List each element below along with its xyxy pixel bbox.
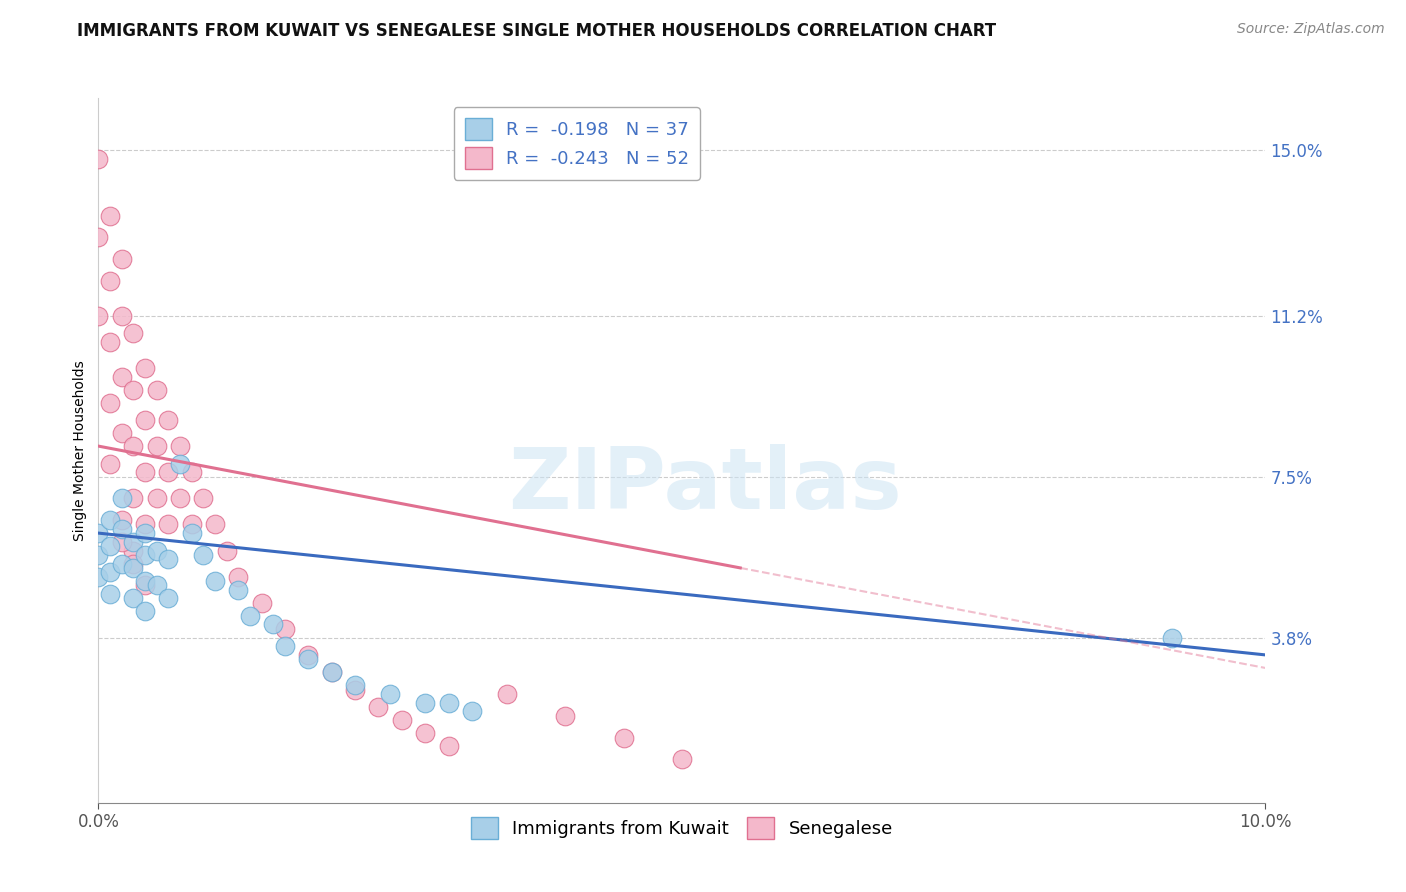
Point — [98, 209, 121, 223]
Point — [111, 534, 134, 549]
Point — [134, 526, 156, 541]
Point — [98, 457, 121, 471]
Point — [204, 517, 226, 532]
Point — [1161, 631, 1184, 645]
Point — [98, 334, 121, 349]
Point — [111, 491, 134, 506]
Point — [98, 566, 121, 580]
Point — [111, 557, 134, 571]
Point — [146, 578, 169, 592]
Point — [122, 439, 145, 453]
Point — [87, 569, 110, 583]
Point — [87, 548, 110, 562]
Point — [321, 665, 343, 680]
Point — [122, 557, 145, 571]
Point — [437, 739, 460, 754]
Y-axis label: Single Mother Households: Single Mother Households — [73, 360, 87, 541]
Point — [321, 665, 343, 680]
Point — [157, 591, 180, 606]
Point — [134, 360, 156, 375]
Point — [297, 652, 319, 666]
Point — [239, 608, 262, 623]
Point — [437, 696, 460, 710]
Point — [134, 574, 156, 588]
Point — [413, 726, 436, 740]
Point — [111, 522, 134, 536]
Point — [98, 587, 121, 601]
Point — [169, 439, 191, 453]
Point — [134, 465, 156, 479]
Point — [169, 491, 191, 506]
Point — [111, 252, 134, 266]
Point — [461, 705, 484, 719]
Point — [87, 526, 110, 541]
Point — [344, 678, 367, 692]
Point — [87, 152, 110, 166]
Point — [496, 687, 519, 701]
Point — [554, 708, 576, 723]
Point — [274, 639, 297, 653]
Point — [87, 230, 110, 244]
Point — [146, 543, 169, 558]
Point — [157, 465, 180, 479]
Point — [413, 696, 436, 710]
Point — [215, 543, 238, 558]
Point — [180, 517, 202, 532]
Point — [98, 395, 121, 409]
Point — [169, 457, 191, 471]
Point — [111, 425, 134, 440]
Point — [391, 713, 413, 727]
Point — [671, 752, 693, 766]
Point — [274, 622, 297, 636]
Point — [157, 413, 180, 427]
Point — [228, 569, 250, 583]
Point — [111, 513, 134, 527]
Point — [250, 596, 273, 610]
Point — [228, 582, 250, 597]
Point — [134, 413, 156, 427]
Text: ZIPatlas: ZIPatlas — [509, 444, 903, 527]
Point — [262, 617, 284, 632]
Point — [134, 578, 156, 592]
Point — [98, 539, 121, 553]
Point — [122, 543, 145, 558]
Point — [157, 552, 180, 566]
Point — [146, 383, 169, 397]
Point — [122, 383, 145, 397]
Point — [367, 700, 389, 714]
Text: IMMIGRANTS FROM KUWAIT VS SENEGALESE SINGLE MOTHER HOUSEHOLDS CORRELATION CHART: IMMIGRANTS FROM KUWAIT VS SENEGALESE SIN… — [77, 22, 997, 40]
Point — [193, 491, 215, 506]
Legend: Immigrants from Kuwait, Senegalese: Immigrants from Kuwait, Senegalese — [464, 810, 900, 847]
Point — [146, 439, 169, 453]
Point — [297, 648, 319, 662]
Point — [146, 491, 169, 506]
Point — [134, 604, 156, 618]
Point — [344, 682, 367, 697]
Point — [122, 491, 145, 506]
Point — [111, 369, 134, 384]
Point — [193, 548, 215, 562]
Point — [157, 517, 180, 532]
Point — [98, 274, 121, 288]
Point — [122, 591, 145, 606]
Point — [180, 526, 202, 541]
Point — [180, 465, 202, 479]
Point — [122, 561, 145, 575]
Point — [111, 309, 134, 323]
Point — [204, 574, 226, 588]
Point — [98, 513, 121, 527]
Point — [612, 731, 634, 745]
Point — [134, 517, 156, 532]
Point — [122, 534, 145, 549]
Point — [134, 548, 156, 562]
Text: Source: ZipAtlas.com: Source: ZipAtlas.com — [1237, 22, 1385, 37]
Point — [87, 309, 110, 323]
Point — [122, 326, 145, 340]
Point — [380, 687, 402, 701]
